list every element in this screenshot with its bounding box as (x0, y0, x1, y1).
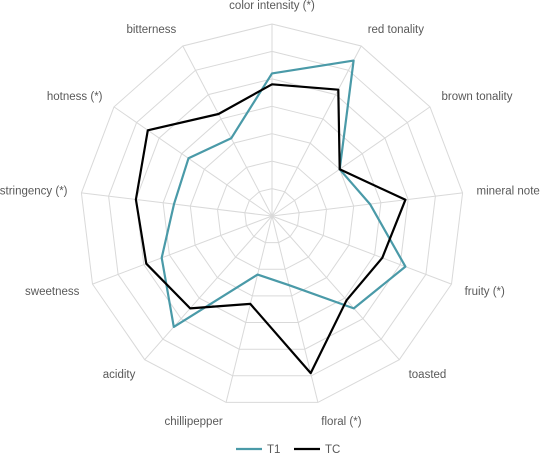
spoke-1 (271, 45, 362, 217)
spoke-8 (144, 215, 273, 361)
spoke-9 (92, 215, 273, 285)
spoke-10 (81, 192, 273, 217)
grid-ring-5 (135, 78, 409, 350)
spoke-2 (271, 106, 431, 217)
grid-ring-4 (162, 105, 382, 323)
category-label: astringency (*) (0, 186, 68, 198)
legend-label-tc: TC (325, 444, 340, 456)
grid-ring-7 (80, 23, 464, 403)
spoke-5 (271, 215, 400, 361)
grid-ring-6 (108, 50, 436, 377)
spoke-11 (113, 106, 273, 217)
spoke-3 (271, 192, 463, 217)
legend-label-t1: T1 (267, 444, 280, 456)
series-tc-line (134, 83, 407, 375)
category-label: brown tonality (442, 91, 513, 103)
category-label: acidity (103, 369, 136, 381)
spoke-6 (271, 215, 319, 403)
spoke-7 (225, 215, 273, 403)
legend: T1 TC (236, 444, 340, 456)
category-label: color intensity (*) (229, 0, 315, 12)
category-labels: color intensity (*) red tonality brown ton… (0, 0, 540, 428)
spoke-12 (182, 45, 273, 217)
category-label: chillipepper (165, 416, 223, 428)
radar-grid (80, 23, 464, 403)
series-t1-line (160, 59, 407, 328)
spoke-4 (271, 215, 452, 285)
grid-ring-1 (244, 188, 300, 244)
category-label: fruity (*) (465, 286, 505, 298)
radar-series (134, 59, 407, 375)
category-label: hotness (*) (47, 91, 103, 103)
category-label: floral (*) (321, 416, 361, 428)
category-label: mineral note (477, 186, 540, 198)
category-label: red tonality (368, 24, 425, 36)
category-label: bitterness (126, 24, 176, 36)
grid-ring-2 (216, 160, 328, 270)
grid-ring-3 (189, 133, 355, 297)
category-label: toasted (409, 369, 447, 381)
category-label: sweetness (25, 286, 80, 298)
